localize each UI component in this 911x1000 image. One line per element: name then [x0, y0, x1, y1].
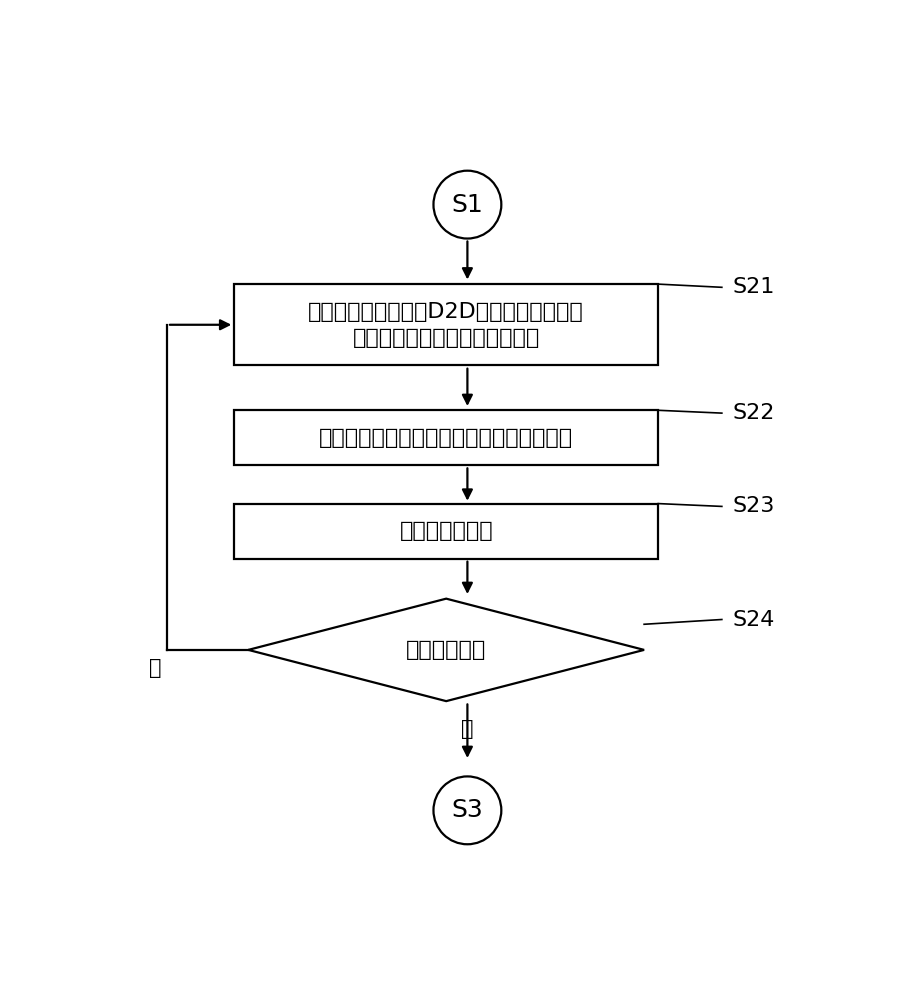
- Text: 是: 是: [461, 719, 473, 739]
- Text: 确定簇头并成簇: 确定簇头并成簇: [399, 521, 493, 541]
- Circle shape: [433, 776, 501, 844]
- Text: S1: S1: [451, 193, 483, 217]
- Text: 由层次分析法得到综合评价指标最大的终端: 由层次分析法得到综合评价指标最大的终端: [319, 428, 573, 448]
- Bar: [234, 284, 658, 365]
- Text: S24: S24: [732, 610, 774, 630]
- Text: S21: S21: [732, 277, 774, 297]
- Bar: [234, 410, 658, 465]
- Text: S3: S3: [451, 798, 483, 822]
- Text: S22: S22: [732, 403, 774, 423]
- Text: 分簇是否完成: 分簇是否完成: [405, 640, 486, 660]
- Bar: [234, 504, 658, 559]
- Polygon shape: [248, 599, 643, 701]
- Text: S23: S23: [732, 496, 774, 516]
- Text: 否: 否: [148, 658, 161, 678]
- Text: 计算每个终端在自己D2D通信范围内的终端
个数、相对速率总值和剩余电量: 计算每个终端在自己D2D通信范围内的终端 个数、相对速率总值和剩余电量: [308, 302, 583, 348]
- Circle shape: [433, 171, 501, 239]
